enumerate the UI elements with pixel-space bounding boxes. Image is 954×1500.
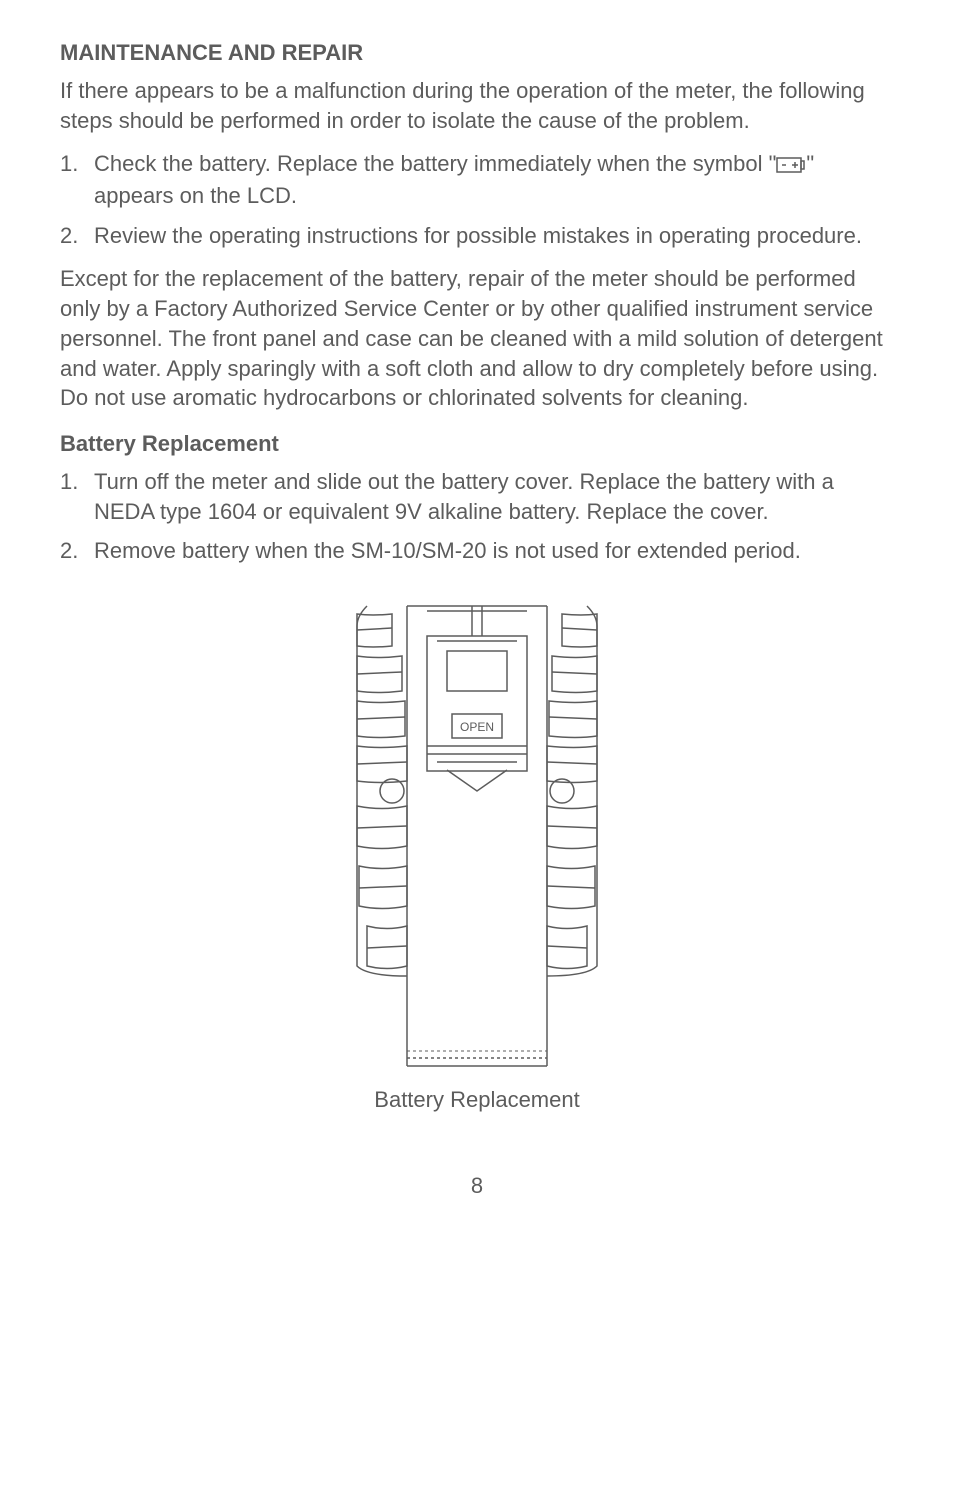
section-heading: MAINTENANCE AND REPAIR	[60, 40, 894, 66]
open-label: OPEN	[460, 720, 494, 734]
list-item: 2. Review the operating instructions for…	[60, 221, 894, 251]
subsection-heading: Battery Replacement	[60, 431, 894, 457]
list-item: 1. Turn off the meter and slide out the …	[60, 467, 894, 526]
battery-diagram: OPEN	[297, 596, 657, 1076]
list-text: Turn off the meter and slide out the bat…	[94, 467, 894, 526]
page-number: 8	[60, 1173, 894, 1199]
list-text: Remove battery when the SM-10/SM-20 is n…	[94, 536, 801, 566]
figure-container: OPEN	[60, 596, 894, 1113]
figure-caption: Battery Replacement	[60, 1087, 894, 1113]
troubleshoot-list: 1. Check the battery. Replace the batter…	[60, 149, 894, 250]
list-item: 2. Remove battery when the SM-10/SM-20 i…	[60, 536, 894, 566]
list-number: 2.	[60, 536, 94, 566]
battery-list: 1. Turn off the meter and slide out the …	[60, 467, 894, 566]
page-container: MAINTENANCE AND REPAIR If there appears …	[0, 0, 954, 1229]
battery-icon	[776, 151, 806, 181]
list-text: Check the battery. Replace the battery i…	[94, 149, 894, 210]
intro-paragraph: If there appears to be a malfunction dur…	[60, 76, 894, 135]
list-number: 1.	[60, 467, 94, 526]
list-text: Review the operating instructions for po…	[94, 221, 862, 251]
list-item: 1. Check the battery. Replace the batter…	[60, 149, 894, 210]
list-number: 2.	[60, 221, 94, 251]
list-number: 1.	[60, 149, 94, 210]
service-paragraph: Except for the replacement of the batter…	[60, 264, 894, 412]
item1-text-pre: Check the battery. Replace the battery i…	[94, 151, 776, 176]
